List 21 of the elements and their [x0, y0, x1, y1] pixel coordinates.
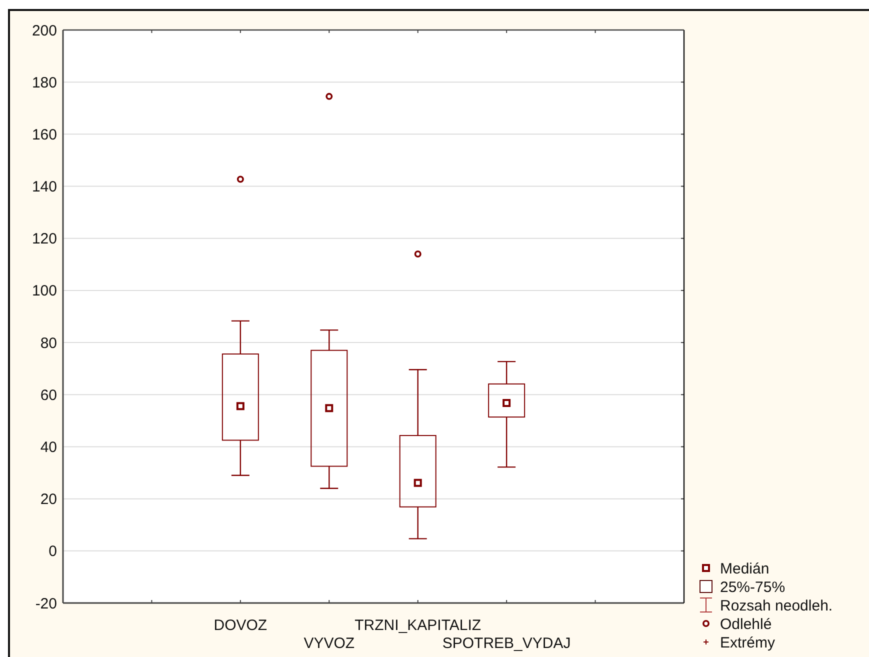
y-tick-label: 80	[40, 334, 57, 352]
text: Odlehlé	[720, 616, 772, 633]
y-tick-label: 160	[32, 126, 57, 144]
x-tick-label: SPOTREB_VYDAJ	[442, 635, 571, 652]
y-tick-label: -20	[35, 595, 57, 612]
text: Rozsah neodleh.	[720, 597, 833, 614]
y-tick-label: 180	[32, 74, 57, 92]
text: Extrémy	[720, 634, 776, 652]
y-tick-label: 100	[32, 282, 57, 300]
text: Medián	[720, 560, 770, 578]
y-tick-label: 20	[40, 491, 57, 508]
y-tick-label: 200	[32, 22, 57, 40]
y-tick-label: 140	[32, 178, 57, 196]
y-tick-label: 0	[48, 543, 57, 560]
x-tick-label: TRZNI_KAPITALIZ	[354, 617, 482, 634]
y-tick-label: 120	[32, 230, 57, 248]
x-tick-label: DOVOZ	[214, 617, 268, 634]
text: 25%-75%	[720, 578, 786, 596]
y-tick-label: 40	[40, 438, 57, 456]
x-tick-label: VYVOZ	[304, 635, 355, 652]
y-tick-label: 60	[40, 386, 57, 404]
